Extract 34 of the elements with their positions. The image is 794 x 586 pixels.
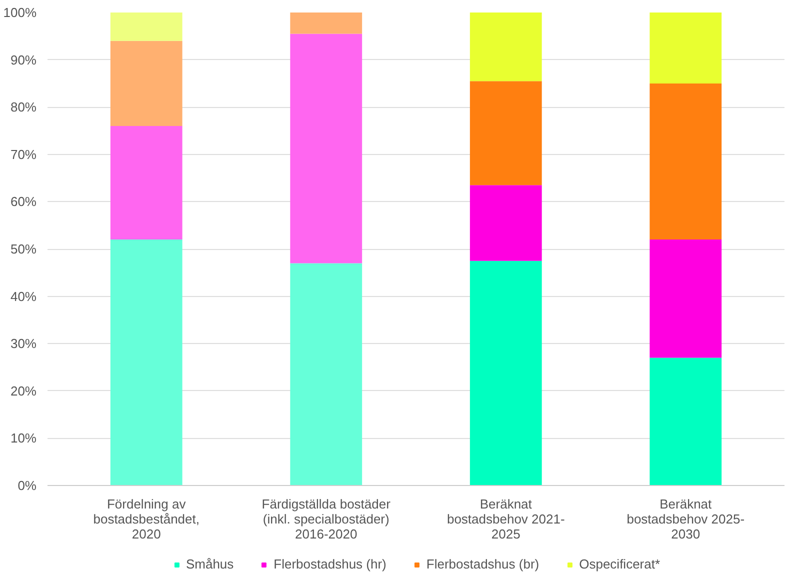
legend-label: Flerbostadshus (hr) [274, 556, 386, 572]
bar [290, 12, 362, 34]
legend-label: Småhus [186, 556, 234, 572]
y-tick-label: 40% [10, 288, 37, 304]
legend-label: Ospecificerat* [579, 556, 660, 572]
legend-label: Flerbostadshus (br) [426, 556, 540, 572]
y-tick-label: 50% [10, 242, 37, 256]
bar [110, 40, 182, 126]
y-tick-label: 60% [10, 194, 37, 210]
y-tick-label: 80% [10, 100, 37, 115]
y-tick-label: 90% [10, 52, 37, 68]
bar [650, 240, 722, 358]
bar [650, 83, 722, 240]
x-tick-label: Beräknat bostadsbehov 2021- 2025 [446, 496, 565, 542]
bar [290, 34, 362, 264]
bar [110, 240, 182, 486]
bar [110, 12, 182, 41]
bar [470, 81, 542, 186]
bar [290, 263, 362, 486]
x-tick-label: Färdigställda bostäder (inkl. specialbostäder) 2016-2020 [262, 496, 392, 542]
bar [470, 260, 542, 486]
x-tick-label: Fördelning av bostadsbeståndet, 2020 [93, 496, 200, 542]
bar [470, 185, 542, 261]
bar [650, 12, 722, 84]
bar [650, 358, 722, 486]
y-tick-label: 100% [3, 5, 37, 20]
y-tick-label: 30% [10, 336, 37, 352]
bar [110, 126, 182, 240]
y-tick-label: 20% [10, 383, 37, 398]
y-tick-label: 0% [18, 478, 37, 493]
y-tick-label: 70% [10, 146, 37, 162]
bar [470, 12, 542, 82]
x-tick-label: Beräknat bostadsbehov 2025- 2030 [626, 496, 745, 542]
y-tick-label: 10% [10, 430, 37, 446]
